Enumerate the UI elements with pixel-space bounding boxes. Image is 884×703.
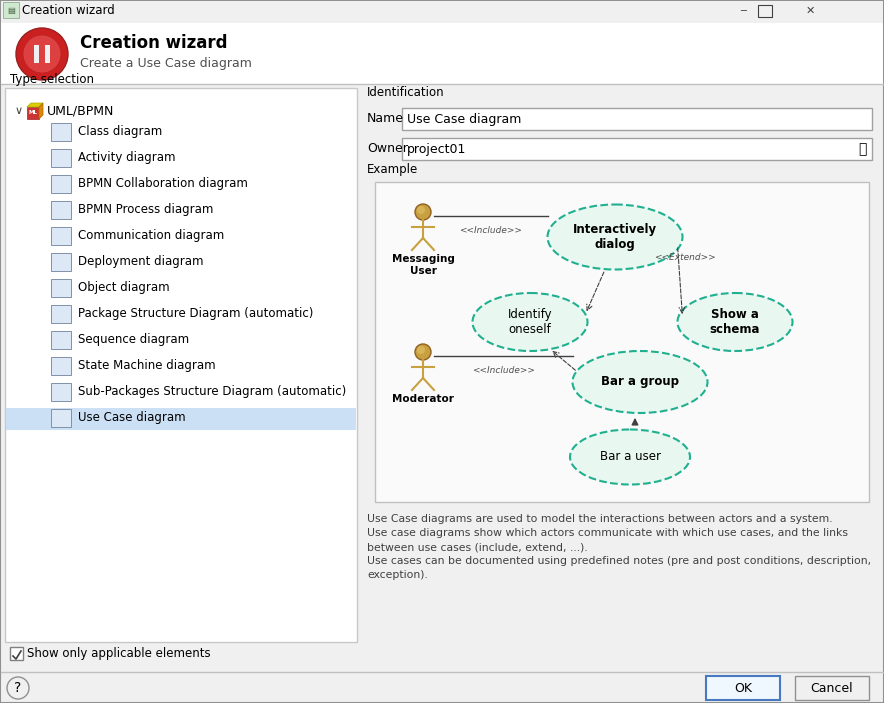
Circle shape (417, 206, 425, 214)
FancyBboxPatch shape (1, 23, 883, 85)
FancyBboxPatch shape (5, 88, 357, 642)
Text: BPMN Collaboration diagram: BPMN Collaboration diagram (78, 177, 248, 191)
Text: Package Structure Diagram (automatic): Package Structure Diagram (automatic) (78, 307, 313, 321)
FancyBboxPatch shape (51, 175, 71, 193)
Ellipse shape (570, 430, 690, 484)
Text: Owner: Owner (367, 141, 408, 155)
Text: ✕: ✕ (805, 6, 815, 16)
FancyBboxPatch shape (706, 676, 780, 700)
Circle shape (415, 204, 431, 220)
Text: Sub-Packages Structure Diagram (automatic): Sub-Packages Structure Diagram (automati… (78, 385, 347, 399)
Ellipse shape (547, 205, 682, 269)
FancyBboxPatch shape (51, 409, 71, 427)
Text: BPMN Process diagram: BPMN Process diagram (78, 203, 213, 217)
Text: Communication diagram: Communication diagram (78, 229, 225, 243)
FancyBboxPatch shape (10, 647, 23, 660)
Text: Use Case diagram: Use Case diagram (78, 411, 186, 425)
Circle shape (16, 28, 68, 80)
FancyBboxPatch shape (375, 182, 869, 502)
Text: ?: ? (14, 681, 21, 695)
FancyBboxPatch shape (402, 108, 872, 130)
FancyBboxPatch shape (51, 279, 71, 297)
Text: project01: project01 (407, 143, 467, 155)
Bar (34, 45, 39, 63)
Text: Use Case diagram: Use Case diagram (407, 112, 522, 126)
Text: Cancel: Cancel (811, 681, 853, 695)
Text: Creation wizard: Creation wizard (80, 34, 227, 52)
Circle shape (417, 346, 425, 354)
Text: exception).: exception). (367, 570, 428, 580)
Text: Bar a group: Bar a group (601, 375, 679, 389)
Text: Moderator: Moderator (392, 394, 454, 404)
Text: Use Case diagrams are used to model the interactions between actors and a system: Use Case diagrams are used to model the … (367, 514, 833, 524)
Text: Identification: Identification (367, 86, 445, 98)
FancyBboxPatch shape (51, 305, 71, 323)
Polygon shape (39, 103, 43, 119)
FancyBboxPatch shape (51, 383, 71, 401)
Text: ∨: ∨ (15, 106, 23, 116)
FancyBboxPatch shape (402, 138, 872, 160)
Text: 💡: 💡 (857, 142, 866, 156)
FancyBboxPatch shape (51, 331, 71, 349)
FancyBboxPatch shape (51, 201, 71, 219)
Polygon shape (27, 107, 39, 119)
FancyBboxPatch shape (51, 227, 71, 245)
Text: between use cases (include, extend, ...).: between use cases (include, extend, ...)… (367, 542, 588, 552)
FancyBboxPatch shape (51, 149, 71, 167)
Text: Creation wizard: Creation wizard (22, 4, 115, 18)
Text: Identify
oneself: Identify oneself (507, 308, 552, 336)
Text: Example: Example (367, 164, 418, 176)
Bar (45, 45, 50, 63)
Text: Name: Name (367, 112, 404, 124)
FancyBboxPatch shape (51, 357, 71, 375)
FancyBboxPatch shape (795, 676, 869, 700)
Text: Sequence diagram: Sequence diagram (78, 333, 189, 347)
Text: <<Extend>>: <<Extend>> (654, 252, 716, 262)
Text: Type selection: Type selection (10, 74, 94, 86)
Circle shape (7, 677, 29, 699)
Text: Interactively
dialog: Interactively dialog (573, 223, 657, 251)
Ellipse shape (473, 293, 588, 351)
Text: Show only applicable elements: Show only applicable elements (27, 647, 210, 661)
Text: ▤: ▤ (7, 6, 15, 15)
Circle shape (23, 35, 61, 73)
Polygon shape (27, 103, 43, 107)
Text: OK: OK (734, 681, 752, 695)
Text: Object diagram: Object diagram (78, 281, 170, 295)
FancyBboxPatch shape (1, 1, 883, 23)
Text: Use cases can be documented using predefined notes (pre and post conditions, des: Use cases can be documented using predef… (367, 556, 871, 566)
Text: Use case diagrams show which actors communicate with which use cases, and the li: Use case diagrams show which actors comm… (367, 528, 848, 538)
Circle shape (415, 344, 431, 360)
Text: State Machine diagram: State Machine diagram (78, 359, 216, 373)
Text: Deployment diagram: Deployment diagram (78, 255, 203, 269)
Text: Bar a user: Bar a user (599, 451, 660, 463)
FancyBboxPatch shape (51, 253, 71, 271)
FancyBboxPatch shape (6, 408, 356, 430)
Text: Class diagram: Class diagram (78, 126, 163, 138)
Text: ML: ML (28, 110, 37, 115)
Ellipse shape (677, 293, 792, 351)
Text: <<Include>>: <<Include>> (460, 226, 522, 235)
Text: Create a Use Case diagram: Create a Use Case diagram (80, 56, 252, 70)
FancyBboxPatch shape (51, 123, 71, 141)
Text: Messaging
User: Messaging User (392, 254, 454, 276)
FancyBboxPatch shape (3, 2, 19, 18)
Text: Show a
schema: Show a schema (710, 308, 760, 336)
Ellipse shape (573, 351, 707, 413)
Text: Activity diagram: Activity diagram (78, 152, 176, 165)
Text: UML/BPMN: UML/BPMN (47, 105, 114, 117)
Text: ─: ─ (740, 6, 746, 16)
Text: <<Include>>: <<Include>> (472, 366, 535, 375)
